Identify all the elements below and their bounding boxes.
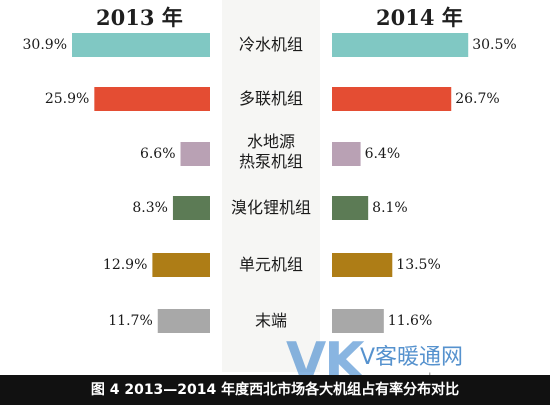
category-label-单元机组: 单元机组	[218, 255, 324, 275]
category-column-background	[222, 0, 320, 372]
value-label-2013-3: 8.3%	[132, 200, 168, 216]
bar-2013-1	[94, 87, 210, 111]
value-label-2013-4: 12.9%	[102, 257, 148, 273]
category-label-溴化锂机组: 溴化锂机组	[218, 198, 324, 218]
value-label-2013-0: 30.9%	[22, 37, 67, 53]
value-label-2014-2: 6.4%	[364, 146, 401, 162]
left-year-title: 2013 年	[96, 5, 183, 30]
watermark-text: V客暖通网	[360, 345, 464, 370]
category-label-line-1-0: 多联机组	[238, 89, 303, 108]
bar-2014-4	[332, 253, 393, 277]
value-label-2014-4: 13.5%	[396, 257, 441, 273]
caption-bar: 图 4 2013—2014 年度西北市场各大机组占有率分布对比	[0, 375, 550, 405]
category-label-冷水机组: 冷水机组	[218, 35, 324, 55]
bar-2013-4	[152, 253, 210, 277]
category-label-line-0-0: 冷水机组	[238, 35, 303, 54]
bar-2014-2	[332, 142, 361, 166]
bar-2014-5	[332, 309, 384, 333]
category-label-line-2-1: 热泵机组	[238, 152, 303, 171]
category-label-line-2-0: 水地源	[246, 132, 295, 151]
bar-2014-3	[332, 196, 369, 220]
bar-2013-0	[72, 33, 210, 57]
bar-2014-1	[332, 87, 452, 111]
category-label-line-3-0: 溴化锂机组	[230, 198, 311, 217]
category-label-line-5-0: 末端	[254, 311, 287, 330]
bar-2014-0	[332, 33, 469, 57]
right-year-title: 2014 年	[376, 5, 463, 30]
category-label-多联机组: 多联机组	[218, 89, 324, 109]
value-label-2013-5: 11.7%	[108, 313, 153, 329]
chart-caption: 图 4 2013—2014 年度西北市场各大机组占有率分布对比	[90, 382, 460, 398]
bar-2013-2	[180, 142, 210, 166]
value-label-2014-3: 8.1%	[372, 200, 408, 216]
bar-chart	[72, 33, 469, 333]
value-label-2014-5: 11.6%	[387, 313, 433, 329]
category-label-line-4-0: 单元机组	[238, 255, 303, 274]
bar-2013-3	[172, 196, 210, 220]
value-label-2014-0: 30.5%	[472, 37, 517, 53]
bar-2013-5	[157, 309, 210, 333]
value-label-2014-1: 26.7%	[455, 91, 500, 107]
value-label-2013-1: 25.9%	[44, 91, 90, 107]
category-label-水地源-热泵机组: 水地源 热泵机组	[218, 132, 324, 172]
value-label-2013-2: 6.6%	[139, 146, 176, 162]
category-label-末端: 末端	[218, 311, 324, 331]
